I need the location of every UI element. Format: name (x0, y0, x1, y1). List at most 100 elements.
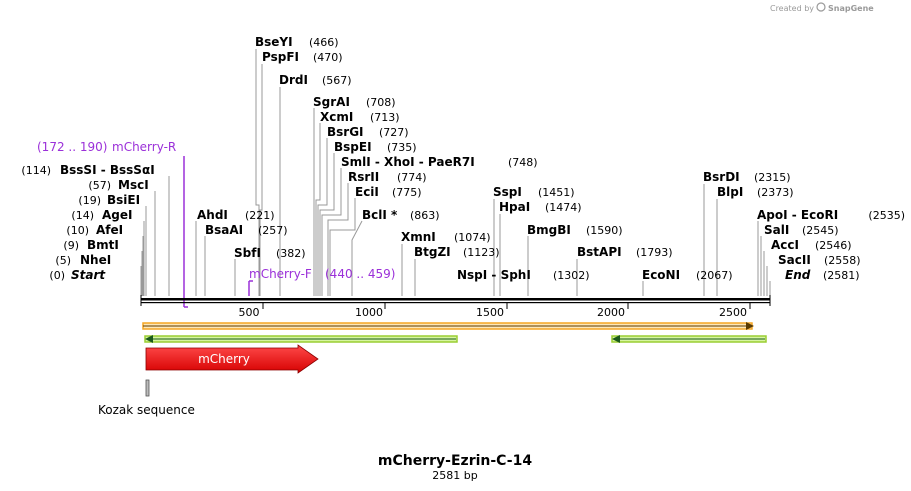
site-label[interactable]: SmlI - XhoI - PaeR7I (748) (341, 155, 538, 169)
site-label[interactable]: EcoNI (2067) (642, 268, 733, 282)
site-label[interactable]: (14) AgeI (71, 208, 132, 222)
site-name: PspFI (262, 50, 299, 64)
site-label[interactable]: XmnI (1074) (401, 230, 491, 244)
site-label[interactable]: EciI (775) (355, 185, 422, 199)
site-label[interactable]: (114) BssSI - BssSαI (21, 163, 154, 177)
site-name: XmnI (401, 230, 436, 244)
site-label[interactable]: (9) BmtI (63, 238, 118, 252)
site-position: (2067) (696, 269, 733, 282)
arrow-right-icon (746, 322, 754, 330)
site-label[interactable]: DrdI (567) (279, 73, 352, 87)
site-position: (708) (366, 96, 396, 109)
site-name: MscI (118, 178, 149, 192)
primer-mcherry-r[interactable]: (172 .. 190) mCherry-R (37, 140, 188, 308)
site-position: (1590) (586, 224, 623, 237)
site-position: (1302) (553, 269, 590, 282)
site-label[interactable]: BlpI (2373) (717, 185, 794, 199)
site-name: AccI (771, 238, 799, 252)
site-label[interactable]: (10) AfeI (66, 223, 123, 237)
tick-label: 2500 (719, 306, 747, 319)
site-connector-lines (140, 49, 771, 296)
site-label[interactable]: RsrII (774) (348, 170, 427, 184)
site-label[interactable]: NspI - SphI (1302) (457, 268, 590, 282)
site-label[interactable]: XcmI (713) (320, 110, 400, 124)
scale-ticks: 500 1000 1500 2000 2500 (239, 303, 751, 319)
primer-name: mCherry-F (249, 267, 312, 281)
map-subtitle: 2581 bp (432, 469, 477, 482)
site-name: AhdI (197, 208, 228, 222)
site-position: (2373) (757, 186, 794, 199)
primer-range: (172 .. 190) (37, 140, 107, 154)
site-label[interactable]: PspFI (470) (262, 50, 343, 64)
site-label[interactable]: AccI (2546) (771, 238, 852, 252)
site-label[interactable]: AhdI (221) (197, 208, 275, 222)
primer-mcherry-f[interactable]: mCherry-F (440 .. 459) (248, 267, 395, 296)
site-label[interactable]: SspI (1451) (493, 185, 575, 199)
site-label[interactable]: BsaAI (257) (205, 223, 288, 237)
orf-reverse-1[interactable] (144, 335, 458, 343)
site-name: SgrAI (313, 95, 350, 109)
site-name: BtgZI (414, 245, 451, 259)
orf-reverse-2[interactable] (611, 335, 767, 343)
site-name: HpaI (499, 200, 530, 214)
site-name: Start (71, 268, 106, 282)
site-name: BstAPI (577, 245, 622, 259)
site-position: (2546) (815, 239, 852, 252)
site-position: (257) (258, 224, 288, 237)
site-position: (2581) (823, 269, 860, 282)
mcherry-arrow (145, 344, 319, 374)
site-name: BmtI (87, 238, 119, 252)
site-label[interactable]: ApoI - EcoRI (2535) (757, 208, 905, 222)
site-label[interactable]: SbfI (382) (234, 246, 306, 260)
brand-text: SnapGene (828, 4, 874, 13)
feature-kozak[interactable]: Kozak sequence (98, 379, 195, 417)
site-name: BclI * (362, 208, 398, 222)
map-title: mCherry-Ezrin-C-14 (378, 453, 532, 469)
site-label[interactable]: BclI * (863) (362, 208, 440, 222)
connector-line (327, 183, 349, 296)
site-position: (2545) (802, 224, 839, 237)
site-label[interactable]: BsrGI (727) (327, 125, 409, 139)
connector-line (321, 168, 342, 296)
site-name: AgeI (102, 208, 132, 222)
site-label[interactable]: BsrDI (2315) (703, 170, 791, 184)
site-name: BsaAI (205, 223, 243, 237)
site-position: (1451) (538, 186, 575, 199)
tick-label: 1000 (355, 306, 383, 319)
site-label[interactable]: (57) MscI (88, 178, 148, 192)
site-label[interactable]: BmgBI (1590) (527, 223, 623, 237)
site-name: SbfI (234, 246, 261, 260)
site-name: BspEI (334, 140, 372, 154)
orf-forward[interactable] (142, 322, 754, 330)
site-name: EciI (355, 185, 379, 199)
connector-line (317, 138, 328, 296)
site-label[interactable]: BspEI (735) (334, 140, 417, 154)
site-label[interactable]: SgrAI (708) (313, 95, 396, 109)
site-name: ApoI - EcoRI (757, 208, 838, 222)
connector-line (259, 64, 263, 296)
feature-mcherry[interactable]: mCherry (145, 344, 319, 374)
backbone-bottom-strand (141, 302, 770, 304)
enzyme-labels: BseYI (466) PspFI (470) DrdI (567) SgrAI… (21, 35, 905, 282)
site-name: BmgBI (527, 223, 571, 237)
site-label[interactable]: SacII (2558) (778, 253, 861, 267)
site-position: (863) (410, 209, 440, 222)
site-label[interactable]: HpaI (1474) (499, 200, 582, 214)
backbone-top-strand (141, 298, 770, 301)
site-label[interactable]: (5) NheI (55, 253, 111, 267)
site-label[interactable]: (19) BsiEI (78, 193, 140, 207)
site-label[interactable]: (0) Start (49, 268, 106, 282)
site-position: (1074) (454, 231, 491, 244)
site-label[interactable]: BstAPI (1793) (577, 245, 673, 259)
site-name: BsrDI (703, 170, 740, 184)
site-position: (0) (49, 269, 65, 282)
site-position: (1123) (463, 246, 500, 259)
site-label[interactable]: BseYI (466) (255, 35, 339, 49)
site-position: (57) (88, 179, 111, 192)
site-label[interactable]: End (2581) (785, 268, 860, 282)
site-label[interactable]: SalI (2545) (764, 223, 839, 237)
site-position: (9) (63, 239, 79, 252)
site-label[interactable]: BtgZI (1123) (414, 245, 500, 259)
site-position: (748) (508, 156, 538, 169)
